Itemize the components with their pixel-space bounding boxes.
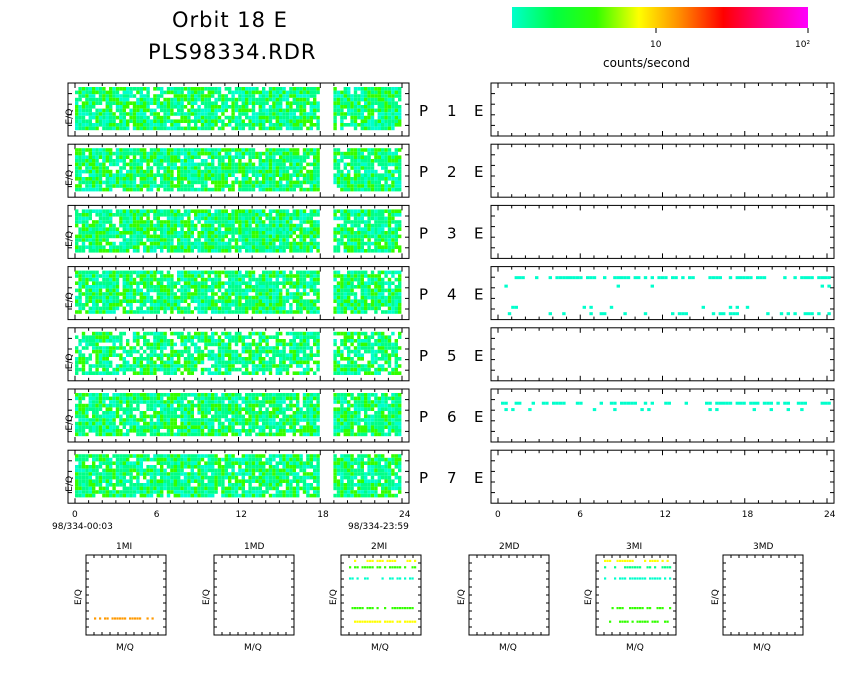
panel-label: P xyxy=(419,408,428,426)
mq-y-label: E/Q xyxy=(74,589,84,605)
p6-right-band xyxy=(501,401,831,405)
panel-label: E xyxy=(474,286,483,304)
mq-panel-title: 3MD xyxy=(753,542,773,552)
right-x-tick-label: 18 xyxy=(742,510,754,520)
mq-x-label: M/Q xyxy=(626,643,644,653)
colorbar-tick-label: 10 xyxy=(650,40,662,50)
panel-label: P xyxy=(419,286,428,304)
right-x-tick-label: 12 xyxy=(660,510,671,520)
panel-label: 5 xyxy=(447,347,457,365)
panel-label: E xyxy=(474,469,483,487)
mq-x-label: M/Q xyxy=(499,643,517,653)
panel-label: E xyxy=(474,408,483,426)
file-name: PLS98334.RDR xyxy=(148,40,317,64)
heatmap-4 xyxy=(75,270,402,314)
panel-label: E xyxy=(474,347,483,365)
mq-panel-frame xyxy=(85,554,167,636)
mq-x-label: M/Q xyxy=(244,643,262,653)
heatmap-3 xyxy=(75,209,402,253)
y-axis-label: E/Q xyxy=(65,292,75,308)
heatmap-5 xyxy=(75,331,402,375)
end-time-label: 98/334-23:59 xyxy=(348,522,409,532)
mq-y-label: E/Q xyxy=(711,589,721,605)
left-x-tick-label: 0 xyxy=(72,510,78,520)
start-time-label: 98/334-00:03 xyxy=(52,522,113,532)
panel-label: 7 xyxy=(447,469,457,487)
mq-y-label: E/Q xyxy=(202,589,212,605)
mq-points-3MI xyxy=(604,559,672,623)
panel-label: 1 xyxy=(447,102,457,120)
colorbar-label: counts/second xyxy=(603,56,690,70)
mq-y-label: E/Q xyxy=(584,589,594,605)
mq-panel-frame xyxy=(213,554,295,636)
y-axis-label: E/Q xyxy=(65,353,75,369)
right-panel-frame xyxy=(490,449,835,504)
mq-panel-frame xyxy=(722,554,804,636)
colorbar-tick-label: 10² xyxy=(795,40,810,50)
mq-panel-title: 2MI xyxy=(371,542,387,552)
y-axis-label: E/Q xyxy=(65,109,75,125)
y-axis-label: E/Q xyxy=(65,170,75,186)
heatmap-7 xyxy=(75,454,402,498)
left-x-tick-label: 12 xyxy=(236,510,247,520)
plot-title: Orbit 18 E xyxy=(172,8,288,32)
heatmap-1 xyxy=(75,87,402,131)
mq-panel-frame xyxy=(468,554,550,636)
panel-label: E xyxy=(474,224,483,242)
mq-panel-title: 1MI xyxy=(116,542,132,552)
left-x-tick-label: 24 xyxy=(399,510,411,520)
p4-right-scatter xyxy=(504,284,831,288)
mq-panel-title: 3MI xyxy=(626,542,642,552)
mq-panel-title: 1MD xyxy=(244,542,264,552)
colorbar xyxy=(512,7,808,28)
p6-right-scatter xyxy=(504,408,804,412)
right-panel-frame xyxy=(490,82,835,137)
panel-label: E xyxy=(474,163,483,181)
panel-label: P xyxy=(419,163,428,181)
panel-label: 6 xyxy=(447,408,457,426)
heatmap-6 xyxy=(75,393,402,437)
mq-x-label: M/Q xyxy=(371,643,389,653)
panel-label: P xyxy=(419,224,428,242)
panel-label: 3 xyxy=(447,224,457,242)
mq-panel-title: 2MD xyxy=(499,542,519,552)
mq-points-1MI xyxy=(94,617,154,620)
left-x-tick-label: 18 xyxy=(317,510,329,520)
mq-points-2MI xyxy=(349,559,417,623)
p4-right-band xyxy=(514,276,831,280)
y-axis-label: E/Q xyxy=(65,476,75,492)
panel-label: 4 xyxy=(447,286,457,304)
mq-x-label: M/Q xyxy=(116,643,134,653)
heatmap-2 xyxy=(75,148,402,192)
panel-label: E xyxy=(474,102,483,120)
panel-label: P xyxy=(419,347,428,365)
mq-y-label: E/Q xyxy=(457,589,467,605)
panel-label: 2 xyxy=(447,163,457,181)
panel-label: P xyxy=(419,469,428,487)
mq-y-label: E/Q xyxy=(329,589,339,605)
right-x-tick-label: 6 xyxy=(577,510,583,520)
mq-x-label: M/Q xyxy=(753,643,771,653)
right-panel-frame xyxy=(490,143,835,198)
right-panel-frame xyxy=(490,327,835,382)
panel-label: P xyxy=(419,102,428,120)
p4-right-band-low xyxy=(507,312,831,316)
right-x-tick-label: 0 xyxy=(495,510,501,520)
right-x-tick-label: 24 xyxy=(824,510,836,520)
y-axis-label: E/Q xyxy=(65,415,75,431)
right-panel-frame xyxy=(490,266,835,321)
p4-right-scatter xyxy=(511,305,750,309)
right-panel-frame xyxy=(490,204,835,259)
left-x-tick-label: 6 xyxy=(154,510,160,520)
right-panel-frame xyxy=(490,388,835,443)
y-axis-label: E/Q xyxy=(65,231,75,247)
